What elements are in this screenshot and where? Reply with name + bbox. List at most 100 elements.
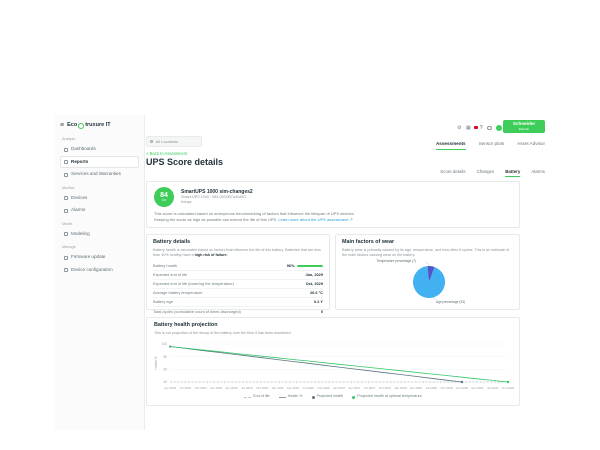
brand-name: Schneider [512,121,536,127]
services-icon [64,172,68,177]
sidebar-section-monitor: Monitor [62,185,75,190]
svg-text:Apr 2024: Apr 2024 [164,386,177,390]
sidebar-item-label: Alarms [71,207,86,213]
sidebar-item-services-and-warranties[interactable]: Services and Warranties [60,169,139,181]
sidebar-item-label: Services and Warranties [71,171,121,177]
svg-text:Apr 2025: Apr 2025 [225,386,238,390]
detail-subtabs: Score details Changes Battery Alarms [440,169,545,177]
score-max: 100 [161,198,167,203]
svg-text:Jul 2029: Jul 2029 [487,386,499,390]
svg-text:Jul 2027: Jul 2027 [364,386,376,390]
main-tabs: Assessments Sensor plots Asset Advisor [435,141,545,150]
battery-details-description-text: Battery health is calculated based on fa… [153,247,321,258]
device-configuration-icon [64,268,68,273]
ups-score-card: 84 100 SmartUPS 1000 sim-changes2 Smart-… [146,181,520,228]
projection-card-description: This is our projection of the decay of t… [154,330,292,335]
search-icon [150,140,153,143]
sidebar-item-device-configuration[interactable]: Device configuration [60,264,139,276]
dashboard-icon [64,147,68,152]
subtab-alarms[interactable]: Alarms [531,169,545,174]
subtab-score-details[interactable]: Score details [440,169,466,174]
high-risk-text: high risk of failure. [194,253,228,258]
table-row: Average battery temperature 26.6 °C [153,288,323,297]
tab-assessments[interactable]: Assessments [435,141,466,150]
legend-projected-health[interactable]: Projected health [311,395,343,399]
sidebar-section-manage: Manage [62,244,76,249]
score-value: 84 [160,191,168,199]
svg-text:Jul 2024: Jul 2024 [180,386,192,390]
settings-icon[interactable]: ⚙ [457,124,462,131]
tab-asset-advisor[interactable]: Asset Advisor [517,141,545,146]
app-logo: Eco truxure IT [67,121,111,129]
battery-health-bar [297,264,323,268]
sidebar-section-model: Model [62,221,73,226]
table-row: Expected end of life (lowering the tempe… [153,279,323,288]
svg-text:Jan 2029: Jan 2029 [456,386,469,390]
sidebar-item-label: Firmware update [71,254,106,260]
sidebar-item-devices[interactable]: Devices [60,192,139,204]
sidebar: ≡ Eco truxure IT Analyze Dashboards Repor… [55,115,145,430]
svg-text:Jan 2025: Jan 2025 [210,386,223,390]
logo-text-struxure: truxure IT [85,121,111,128]
sidebar-item-dashboards[interactable]: Dashboards [60,144,139,156]
sidebar-item-alarms[interactable]: Alarms [60,205,139,217]
sidebar-item-firmware-update[interactable]: Firmware update [60,252,139,264]
schneider-electric-logo: Schneider Electric [503,120,545,133]
svg-text:Apr 2028: Apr 2028 [410,386,423,390]
dot-icon [311,395,315,399]
svg-text:Oct 2024: Oct 2024 [195,386,208,390]
subtab-battery[interactable]: Battery [505,169,521,177]
user-avatar[interactable] [496,125,503,131]
dot-icon [352,395,356,399]
subtab-changes[interactable]: Changes [476,169,495,174]
table-row: Battery age 0.2 Y [153,297,323,306]
page-title: UPS Score details [146,157,224,167]
legend-end-of-life[interactable]: End of life [244,395,270,399]
battery-details-rows: Battery health 96% Expected end of life … [153,262,323,316]
back-to-assessment-link[interactable]: < Back to Assessment [146,151,188,156]
score-description: This score is calculated based on anonym… [154,211,512,223]
line-icon [278,396,286,398]
table-row: Expected end of life Jan, 2029 [153,270,323,279]
learn-more-link[interactable]: Learn more about the UPS assessment ↗ [278,217,353,223]
score-description-line2: Keeping the score as high as possible ca… [154,217,278,223]
svg-text:Jul 2028: Jul 2028 [426,386,438,390]
location-selector[interactable]: All Locations [146,136,202,147]
pie-label-age: Age percentage (93) [436,300,466,304]
brand-subname: Electric [518,126,530,131]
svg-text:Apr 2029: Apr 2029 [471,386,484,390]
svg-text:Oct 2027: Oct 2027 [379,386,392,390]
sidebar-item-reports[interactable]: Reports [60,156,139,168]
main-factors-of-wear-card: Main factors of wear Battery wear is pri… [335,234,520,310]
legend-projected-health-optimal[interactable]: Projected health at optimal temperature [352,395,422,399]
sidebar-item-label: Devices [71,194,88,200]
menu-icon[interactable]: ≡ [60,122,65,129]
wear-pie-chart [413,261,446,302]
alarms-icon [64,208,68,213]
ecostruxure-swirl-icon [78,122,85,129]
svg-text:Oct 2026: Oct 2026 [318,386,331,390]
help-icon[interactable]: ? [479,124,483,131]
table-row: Battery health 96% [153,262,323,270]
sidebar-item-label: Dashboards [71,146,96,152]
user-icon[interactable] [487,125,492,131]
score-description-line1: This score is calculated based on anonym… [154,211,355,216]
svg-text:Apr 2027: Apr 2027 [348,386,361,390]
header-icons: ⚙ ▦ ? [457,123,503,133]
svg-text:60: 60 [163,368,167,372]
device-model-serial: Smart-UPS 1000 · 084-00C0B7A40AE3 [181,195,247,200]
device-name: SmartUPS 1000 sim-changes2 [181,189,253,196]
modeling-icon [64,232,68,237]
apps-icon[interactable]: ▦ [465,124,471,131]
notification-badge [474,125,478,129]
svg-text:Apr 2026: Apr 2026 [287,386,300,390]
svg-text:Jan 2028: Jan 2028 [394,386,407,390]
sidebar-item-label: Reports [71,158,89,164]
svg-text:Oct 2028: Oct 2028 [440,386,453,390]
sidebar-item-modeling[interactable]: Modeling [60,228,139,240]
battery-details-title: Battery details [153,239,191,245]
legend-health[interactable]: Health % [278,395,303,399]
battery-details-description: Battery health is calculated based on fa… [153,248,323,259]
tab-sensor-plots[interactable]: Sensor plots [478,141,505,146]
